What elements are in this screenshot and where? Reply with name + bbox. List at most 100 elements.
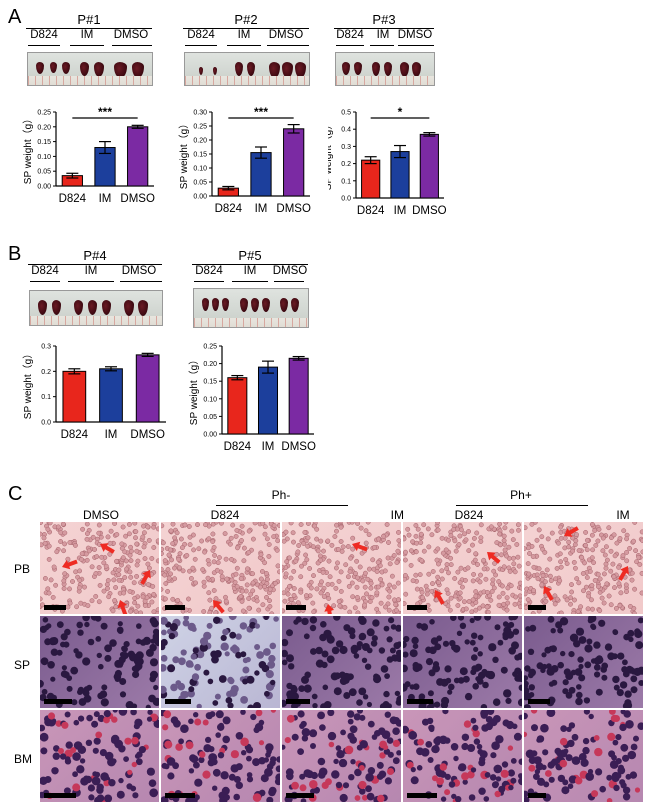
cell-pattern bbox=[282, 522, 401, 614]
significance-label: *** bbox=[98, 105, 112, 119]
cell-pattern bbox=[403, 616, 522, 708]
micrograph-sp-1 bbox=[40, 616, 159, 708]
group-dmso: DMSO bbox=[268, 29, 304, 41]
group-d824: D824 bbox=[336, 29, 364, 41]
y-tick-label: 0.10 bbox=[193, 166, 207, 173]
histology-grid bbox=[40, 522, 644, 804]
scale-bar bbox=[286, 605, 306, 610]
title-p4: P#4 bbox=[83, 248, 107, 263]
arrow-icon bbox=[564, 526, 579, 537]
group-im: IM bbox=[237, 29, 251, 41]
spleen-photo-p1 bbox=[27, 52, 153, 86]
y-tick-label: 0.25 bbox=[193, 124, 207, 131]
x-tick-label: D824 bbox=[357, 205, 385, 217]
y-tick-label: 0.10 bbox=[37, 154, 51, 161]
micrograph-bm-3 bbox=[282, 710, 401, 802]
bar-im bbox=[390, 151, 410, 199]
row-label-pb: PB bbox=[14, 562, 31, 576]
header-p5: P#5 D824 IM DMSO bbox=[192, 248, 308, 285]
bar-d824 bbox=[62, 370, 87, 423]
micrograph-sp-5 bbox=[524, 616, 643, 708]
arrow-icon bbox=[117, 600, 128, 614]
cell-pattern bbox=[161, 710, 280, 802]
x-tick-label: DMSO bbox=[412, 205, 447, 217]
arrow-icon bbox=[618, 566, 629, 581]
panel-letter-c: C bbox=[8, 483, 23, 505]
spleen-photo-p3 bbox=[335, 52, 435, 86]
panel-letter-a: A bbox=[8, 6, 22, 28]
y-axis-label: SP weight（g） bbox=[188, 355, 200, 425]
y-tick-label: 0.05 bbox=[37, 169, 51, 176]
arrow-icon bbox=[62, 559, 78, 570]
row-label-sp: SP bbox=[14, 658, 31, 672]
y-axis-label: SP weight（g） bbox=[328, 120, 334, 190]
x-tick-label: D824 bbox=[224, 441, 252, 453]
cell-pattern bbox=[282, 616, 401, 708]
y-tick-label: 0.30 bbox=[193, 110, 207, 117]
header-p2: P#2 D824 IM DMSO bbox=[183, 12, 309, 49]
y-tick-label: 0.25 bbox=[203, 344, 217, 351]
arrow-icon bbox=[543, 586, 554, 601]
x-tick-label: DMSO bbox=[120, 193, 155, 205]
y-tick-label: 0.00 bbox=[193, 194, 207, 201]
title-p5: P#5 bbox=[238, 248, 262, 263]
y-tick-label: 0.0 bbox=[41, 420, 51, 427]
y-tick-label: 0.2 bbox=[41, 369, 51, 376]
title-p3: P#3 bbox=[372, 12, 396, 27]
x-tick-label: D824 bbox=[61, 429, 89, 441]
y-tick-label: 0.3 bbox=[41, 344, 51, 351]
micrograph-pb-2 bbox=[161, 522, 280, 614]
y-tick-label: 0.25 bbox=[37, 110, 51, 117]
cell-pattern bbox=[40, 522, 159, 614]
header-ph-pos-line bbox=[456, 505, 588, 506]
y-tick-label: 0.15 bbox=[193, 152, 207, 159]
column-label-ph-neg-d824: D824 bbox=[210, 508, 240, 522]
scale-bar bbox=[407, 699, 433, 704]
bar-dmso bbox=[127, 126, 149, 187]
y-tick-label: 0.1 bbox=[341, 178, 351, 185]
group-dmso: DMSO bbox=[397, 29, 433, 41]
micrograph-bm-1 bbox=[40, 710, 159, 802]
scale-bar bbox=[407, 605, 427, 610]
bar-im bbox=[257, 366, 279, 435]
cell-pattern bbox=[524, 616, 643, 708]
scale-bar bbox=[165, 699, 191, 704]
x-tick-label: DMSO bbox=[130, 429, 165, 441]
cell-pattern bbox=[282, 710, 401, 802]
bar-d824 bbox=[227, 377, 248, 435]
y-tick-label: 0.1 bbox=[41, 394, 51, 401]
y-axis-label: SP weight（g） bbox=[22, 114, 34, 184]
x-tick-label: DMSO bbox=[276, 203, 311, 215]
group-dmso: DMSO bbox=[272, 265, 308, 277]
scale-bar bbox=[407, 793, 437, 798]
micrograph-bm-4 bbox=[403, 710, 522, 802]
y-tick-label: 0.15 bbox=[203, 379, 217, 386]
group-dmso: DMSO bbox=[121, 265, 157, 277]
bar-chart-p4: 0.0 0.1 0.2 0.3 SP weight（g） D824 IM DMSO bbox=[22, 344, 166, 441]
group-d824: D824 bbox=[31, 265, 59, 277]
arrow-icon bbox=[213, 600, 225, 614]
micrograph-sp-3 bbox=[282, 616, 401, 708]
header-p1: P#1 D824 IM DMSO bbox=[26, 12, 152, 49]
cell-pattern bbox=[403, 522, 522, 614]
group-d824: D824 bbox=[187, 29, 215, 41]
micrograph-bm-2 bbox=[161, 710, 280, 802]
group-im: IM bbox=[243, 265, 257, 277]
column-label-ph-pos-im: IM bbox=[616, 508, 630, 522]
scale-bar bbox=[44, 605, 66, 610]
bar-dmso bbox=[135, 354, 160, 423]
x-tick-label: IM bbox=[105, 429, 118, 441]
cell-pattern bbox=[40, 710, 159, 802]
y-tick-label: 0.05 bbox=[203, 414, 217, 421]
scale-bar bbox=[165, 605, 185, 610]
y-tick-label: 0.5 bbox=[341, 110, 351, 117]
arrow-icon bbox=[352, 541, 368, 552]
micrograph-pb-3 bbox=[282, 522, 401, 614]
bar-dmso bbox=[419, 133, 439, 199]
x-tick-label: DMSO bbox=[281, 441, 316, 453]
scale-bar bbox=[286, 699, 310, 704]
bar-d824 bbox=[361, 159, 381, 199]
x-tick-label: IM bbox=[99, 193, 112, 205]
